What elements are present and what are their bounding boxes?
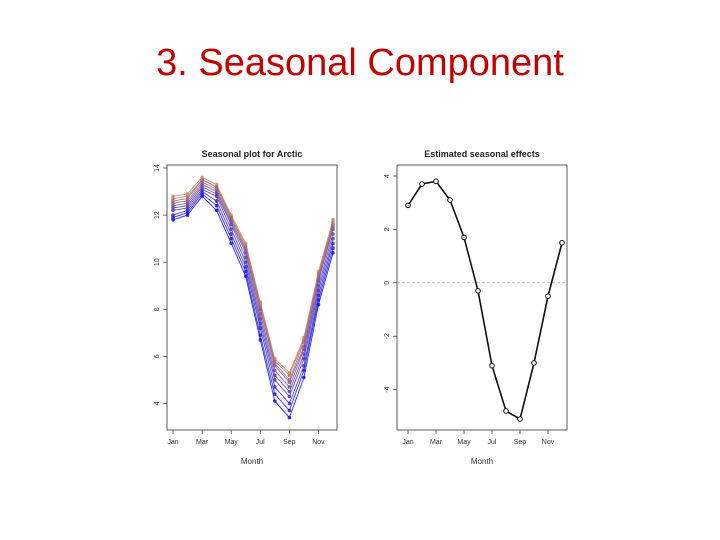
y-tick-label: 0 bbox=[384, 281, 391, 285]
data-point bbox=[171, 218, 175, 222]
x-axis-label: Month bbox=[471, 457, 493, 466]
series-line bbox=[172, 186, 334, 393]
data-point bbox=[433, 178, 439, 185]
series-line bbox=[172, 179, 334, 381]
data-point bbox=[287, 394, 292, 399]
data-point bbox=[171, 208, 175, 213]
data-point bbox=[287, 385, 292, 389]
data-point bbox=[273, 392, 277, 396]
y-tick-label: 2 bbox=[384, 227, 391, 231]
y-tick-label: 8 bbox=[154, 307, 161, 311]
data-point bbox=[243, 260, 248, 264]
y-tick-label: 6 bbox=[154, 354, 161, 358]
x-tick-label: Mar bbox=[196, 439, 209, 446]
data-point bbox=[287, 373, 292, 378]
data-point bbox=[517, 416, 523, 422]
series-line bbox=[172, 181, 334, 384]
data-point bbox=[214, 199, 219, 203]
y-tick-label: -4 bbox=[384, 386, 391, 392]
y-tick-label: -2 bbox=[384, 333, 391, 339]
data-point bbox=[531, 360, 537, 366]
x-axis-label: Month bbox=[241, 457, 263, 466]
data-point bbox=[461, 234, 467, 241]
data-point bbox=[258, 326, 263, 330]
series-line bbox=[172, 188, 334, 398]
plot-frame bbox=[396, 164, 568, 431]
data-point bbox=[287, 408, 292, 413]
data-point bbox=[243, 265, 248, 269]
series-line bbox=[172, 183, 334, 388]
x-tick-label: Nov bbox=[312, 439, 325, 446]
x-tick-label: May bbox=[225, 439, 239, 446]
y-tick-label: 10 bbox=[154, 258, 161, 266]
x-tick-label: Sep bbox=[283, 439, 296, 446]
data-point bbox=[405, 202, 411, 209]
data-point bbox=[331, 227, 335, 232]
data-point bbox=[447, 197, 453, 203]
data-point bbox=[316, 302, 321, 307]
data-point bbox=[331, 246, 335, 250]
x-tick-label: Jan bbox=[402, 439, 413, 446]
data-point bbox=[419, 181, 425, 187]
series-line bbox=[407, 180, 563, 421]
data-point bbox=[475, 288, 481, 294]
series-line bbox=[172, 195, 334, 419]
chart-title: Estimated seasonal effects bbox=[424, 149, 540, 159]
data-point bbox=[489, 362, 495, 369]
data-point bbox=[287, 380, 292, 385]
y-tick-label: 4 bbox=[384, 174, 391, 178]
slide-title: 3. Seasonal Component bbox=[156, 42, 564, 84]
data-point bbox=[273, 399, 277, 403]
data-point bbox=[273, 378, 277, 382]
data-point bbox=[200, 194, 204, 199]
data-point bbox=[229, 222, 233, 227]
data-point bbox=[243, 250, 248, 255]
series-line bbox=[172, 176, 334, 374]
data-point bbox=[287, 415, 292, 420]
data-point bbox=[229, 232, 233, 236]
data-point bbox=[545, 293, 551, 299]
data-point bbox=[229, 227, 233, 232]
data-point bbox=[243, 255, 248, 260]
data-point bbox=[243, 269, 248, 274]
x-tick-label: Jan bbox=[167, 439, 178, 446]
y-tick-label: 12 bbox=[154, 211, 161, 219]
data-point bbox=[214, 203, 219, 208]
data-point bbox=[331, 241, 335, 246]
x-tick-label: Mar bbox=[430, 439, 443, 446]
data-point bbox=[503, 408, 509, 414]
series-line bbox=[172, 190, 334, 405]
x-tick-label: Jul bbox=[488, 439, 497, 446]
data-point bbox=[258, 338, 263, 342]
data-point bbox=[331, 250, 335, 255]
chart-title: Seasonal plot for Arctic bbox=[202, 149, 303, 159]
data-point bbox=[287, 401, 292, 406]
data-point bbox=[331, 236, 335, 241]
data-point bbox=[214, 194, 219, 199]
x-tick-label: Sep bbox=[514, 439, 527, 446]
y-tick-label: 4 bbox=[154, 401, 161, 405]
seasonal-plot-arctic: Seasonal plot for Arctic Month Jan Mar May Ju… bbox=[154, 149, 338, 466]
data-point bbox=[331, 232, 335, 236]
data-point bbox=[214, 208, 219, 213]
y-tick-label: 14 bbox=[154, 164, 161, 172]
data-point bbox=[185, 213, 190, 217]
data-point bbox=[229, 236, 233, 241]
data-point bbox=[273, 385, 277, 389]
estimated-seasonal-effects-plot: Estimated seasonal effects Month Jan Mar May… bbox=[384, 149, 568, 466]
data-point bbox=[302, 375, 306, 380]
data-point bbox=[243, 274, 248, 279]
series-line bbox=[172, 193, 334, 412]
plot-frame bbox=[166, 164, 338, 431]
x-tick-label: Jul bbox=[256, 439, 265, 446]
x-tick-label: May bbox=[457, 439, 471, 446]
data-point bbox=[559, 239, 565, 246]
data-point bbox=[229, 241, 233, 246]
x-tick-label: Nov bbox=[542, 439, 555, 446]
data-point bbox=[287, 389, 292, 394]
